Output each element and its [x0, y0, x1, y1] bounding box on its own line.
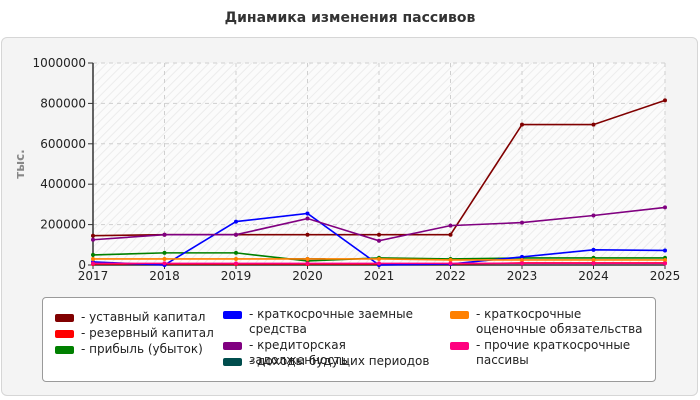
legend-swatch: [223, 311, 242, 319]
data-point: [663, 261, 667, 266]
chart-title: Динамика изменения пассивов: [224, 10, 476, 26]
data-point: [305, 256, 310, 261]
x-tick-label: 2020: [292, 269, 323, 283]
legend-swatch: [450, 311, 469, 319]
data-point: [234, 261, 238, 266]
data-point: [91, 252, 95, 257]
data-point: [377, 232, 381, 237]
data-point: [234, 232, 238, 237]
series-lines: [91, 98, 667, 267]
legend-label: - прочие краткосрочные пассивы: [476, 338, 631, 367]
data-point: [520, 254, 524, 259]
data-point: [234, 219, 238, 224]
data-point: [520, 122, 524, 127]
data-point: [162, 256, 167, 261]
y-tick-label: 200000: [40, 218, 86, 232]
legend: - уставный капитал - резервный капитал - п…: [42, 297, 656, 382]
data-point: [591, 247, 596, 252]
y-tick-label: 800000: [40, 96, 86, 110]
gridlines: [93, 62, 666, 265]
legend-swatch: [223, 358, 242, 366]
data-point: [591, 257, 596, 262]
legend-swatch: [55, 330, 74, 338]
x-tick-label: 2025: [650, 269, 681, 283]
data-point: [91, 237, 95, 242]
y-tick-label: 0: [78, 258, 86, 272]
legend-swatch: [223, 342, 242, 350]
x-tick-label: 2017: [78, 269, 109, 283]
series-8: [91, 261, 667, 266]
data-point: [591, 122, 596, 127]
data-point: [520, 257, 524, 262]
y-tick-labels: 0 200000 400000 600000 800000 1000000: [33, 56, 86, 272]
data-point: [234, 256, 238, 261]
data-point: [448, 232, 453, 237]
x-tick-label: 2019: [221, 269, 252, 283]
legend-swatch: [55, 314, 74, 322]
data-point: [448, 261, 453, 266]
data-point: [91, 256, 95, 261]
legend-label: - краткосрочные заемные средства: [249, 307, 413, 336]
x-tick-label: 2021: [364, 269, 395, 283]
data-point: [162, 250, 167, 255]
x-tick-label: 2022: [435, 269, 466, 283]
x-tick-label: 2018: [149, 269, 180, 283]
legend-label: - уставный капитал: [81, 310, 206, 324]
data-point: [305, 216, 310, 221]
series-7: [91, 256, 667, 262]
data-point: [520, 261, 524, 266]
data-point: [91, 233, 95, 238]
data-point: [591, 261, 596, 266]
data-point: [377, 256, 381, 261]
data-point: [234, 250, 238, 255]
data-point: [162, 232, 167, 237]
legend-swatch: [55, 346, 74, 354]
data-point: [377, 261, 381, 266]
data-point: [305, 232, 310, 237]
y-tick-label: 600000: [40, 137, 86, 151]
y-tick-label: 400000: [40, 177, 86, 191]
series-5: [91, 205, 667, 243]
data-point: [377, 238, 381, 243]
x-tick-labels: 2017 2018 2019 2020 2021 2022 2023 2024 2025: [78, 269, 681, 283]
data-point: [663, 248, 667, 253]
data-point: [663, 257, 667, 262]
data-point: [305, 261, 310, 266]
y-tick-label: 1000000: [33, 56, 86, 70]
legend-label: - резервный капитал: [81, 326, 214, 340]
legend-label: - краткосрочные оценочные обязательства: [476, 307, 643, 336]
data-point: [591, 213, 596, 218]
data-point: [663, 205, 667, 210]
data-point: [520, 220, 524, 225]
x-tick-label: 2023: [507, 269, 538, 283]
data-point: [305, 211, 310, 216]
data-point: [448, 257, 453, 262]
data-point: [663, 98, 667, 103]
data-point: [162, 261, 167, 266]
data-point: [448, 223, 453, 228]
legend-label: - кредиторская задолженность: [249, 338, 348, 367]
data-point: [91, 261, 95, 266]
x-tick-label: 2024: [578, 269, 609, 283]
legend-label: - доходы будущих периодов: [249, 354, 430, 368]
legend-swatch: [450, 342, 469, 350]
legend-label: - прибыль (убыток): [81, 342, 203, 356]
y-axis-label: тыс.: [13, 149, 27, 178]
